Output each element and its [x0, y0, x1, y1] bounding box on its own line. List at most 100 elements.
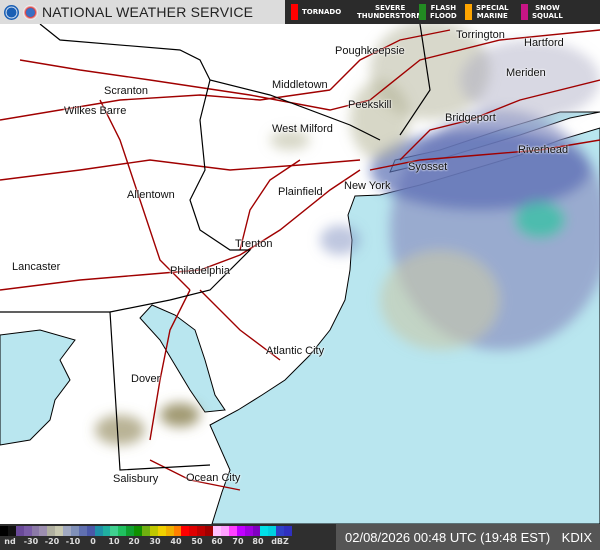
warning-swatch	[419, 4, 426, 20]
warning-label: SPECIAL MARINE	[476, 4, 509, 20]
city-label: Salisbury	[113, 473, 159, 485]
scale-color-cell	[213, 526, 221, 536]
scale-color-cell	[23, 526, 32, 536]
scale-color-cell	[149, 526, 158, 536]
scale-color-cell	[126, 526, 135, 536]
warning-legend-item: SPECIAL MARINE	[459, 0, 515, 24]
city-label: Meriden	[506, 67, 546, 79]
city-label: Atlantic City	[266, 345, 325, 357]
scale-color-cell	[189, 526, 198, 536]
scale-color-cell	[39, 526, 48, 536]
scale-color-cell	[165, 526, 174, 536]
scale-color-cell	[134, 526, 143, 536]
scale-color-cell	[220, 526, 229, 536]
city-label: Plainfield	[278, 186, 323, 198]
scale-label: 80	[252, 537, 264, 546]
scale-color-cell	[71, 526, 79, 536]
city-label: Trenton	[235, 238, 273, 250]
city-label: Syosset	[408, 161, 448, 173]
scale-label: 10	[108, 537, 120, 546]
warning-legend: TORNADO SEVERE THUNDERSTORM FLASH FLOOD SPE…	[285, 0, 600, 24]
warning-label: TORNADO	[302, 8, 342, 16]
header-branding: NATIONAL WEATHER SERVICE	[0, 0, 285, 24]
scale-label: 50	[191, 537, 203, 546]
scale-color-cell	[31, 526, 40, 536]
scale-color-cell	[276, 526, 285, 536]
scale-color-cell	[142, 526, 150, 536]
city-label: Torrington	[456, 29, 505, 41]
scale-color-cell	[252, 526, 261, 536]
city-label: West Milford	[272, 123, 333, 135]
scale-color-cell	[78, 526, 87, 536]
scale-color-cell	[236, 526, 245, 536]
city-label: Peekskill	[348, 99, 392, 111]
scale-label: -30	[23, 537, 39, 546]
footer: nd -30 -20 -10 0 10 20 30 40 50 60 70 80 dBZ 02/08/20…	[0, 524, 600, 550]
scale-color-cell	[94, 526, 103, 536]
timestamp-bar: 02/08/2026 00:48 UTC (19:48 EST) KDIX	[336, 524, 600, 550]
header-title: NATIONAL WEATHER SERVICE	[42, 4, 254, 20]
scale-label: nd	[4, 537, 16, 546]
scale-color-cell	[55, 526, 64, 536]
scale-label: -20	[44, 537, 60, 546]
scale-color-cell	[205, 526, 214, 536]
scale-label: 20	[128, 537, 140, 546]
scale-label: 30	[149, 537, 161, 546]
scale-color-cell	[86, 526, 95, 536]
state-borders	[0, 23, 431, 471]
warning-swatch	[465, 4, 472, 20]
city-label: Ocean City	[186, 472, 241, 484]
scale-color-cell	[197, 526, 206, 536]
scale-color-cell	[284, 526, 292, 536]
city-label: Wilkes Barre	[64, 105, 127, 117]
scale-label: 70	[232, 537, 244, 546]
scale-label: -10	[65, 537, 81, 546]
radar-site: KDIX	[561, 529, 592, 545]
warning-label: FLASH FLOOD	[430, 4, 457, 20]
warning-legend-item: SNOW SQUALL	[515, 0, 575, 24]
scale-color-cell	[7, 526, 16, 536]
warning-legend-item: FLASH FLOOD	[413, 0, 459, 24]
scale-color-cell	[63, 526, 72, 536]
scale-color-cell	[102, 526, 111, 536]
warning-swatch	[291, 4, 298, 20]
scale-label: 0	[90, 537, 96, 546]
city-label: Lancaster	[12, 261, 61, 273]
city-label: Scranton	[104, 85, 149, 97]
scale-label: 60	[211, 537, 223, 546]
scale-color-cell	[47, 526, 56, 536]
warning-label: SNOW SQUALL	[532, 4, 563, 20]
city-label: Dover	[131, 373, 161, 385]
warning-label: SEVERE THUNDERSTORM	[357, 4, 424, 20]
reflectivity-color-scale	[0, 526, 292, 536]
scale-color-cell	[110, 526, 119, 536]
scale-color-cell	[181, 526, 190, 536]
city-label: New York	[344, 180, 391, 192]
warning-legend-item: TORNADO	[285, 0, 347, 24]
scale-color-cell	[118, 526, 127, 536]
scale-color-cell	[173, 526, 182, 536]
city-label: Middletown	[272, 79, 328, 91]
scale-label: 40	[170, 537, 182, 546]
scale-color-cell	[260, 526, 269, 536]
scale-label: dBZ	[271, 537, 289, 546]
timestamp: 02/08/2026 00:48 UTC (19:48 EST)	[345, 529, 551, 545]
scale-color-cell	[228, 526, 237, 536]
city-label: Poughkeepsie	[335, 45, 405, 57]
roads	[0, 29, 600, 491]
warning-swatch	[521, 4, 528, 20]
city-label: Allentown	[127, 189, 175, 201]
scale-color-cell	[0, 526, 8, 536]
city-label: Riverhead	[518, 144, 569, 156]
city-label: Hartford	[524, 37, 564, 49]
city-label: Philadelphia	[170, 265, 230, 277]
nws-logo-icon	[23, 4, 38, 20]
scale-color-cell	[244, 526, 253, 536]
scale-color-cell	[15, 526, 24, 536]
noaa-logo-icon	[4, 4, 19, 20]
city-label: Bridgeport	[445, 112, 496, 124]
scale-color-cell	[268, 526, 277, 536]
radar-map[interactable]	[0, 0, 600, 524]
scale-color-cell	[157, 526, 166, 536]
warning-legend-item: SEVERE THUNDERSTORM	[347, 0, 423, 24]
